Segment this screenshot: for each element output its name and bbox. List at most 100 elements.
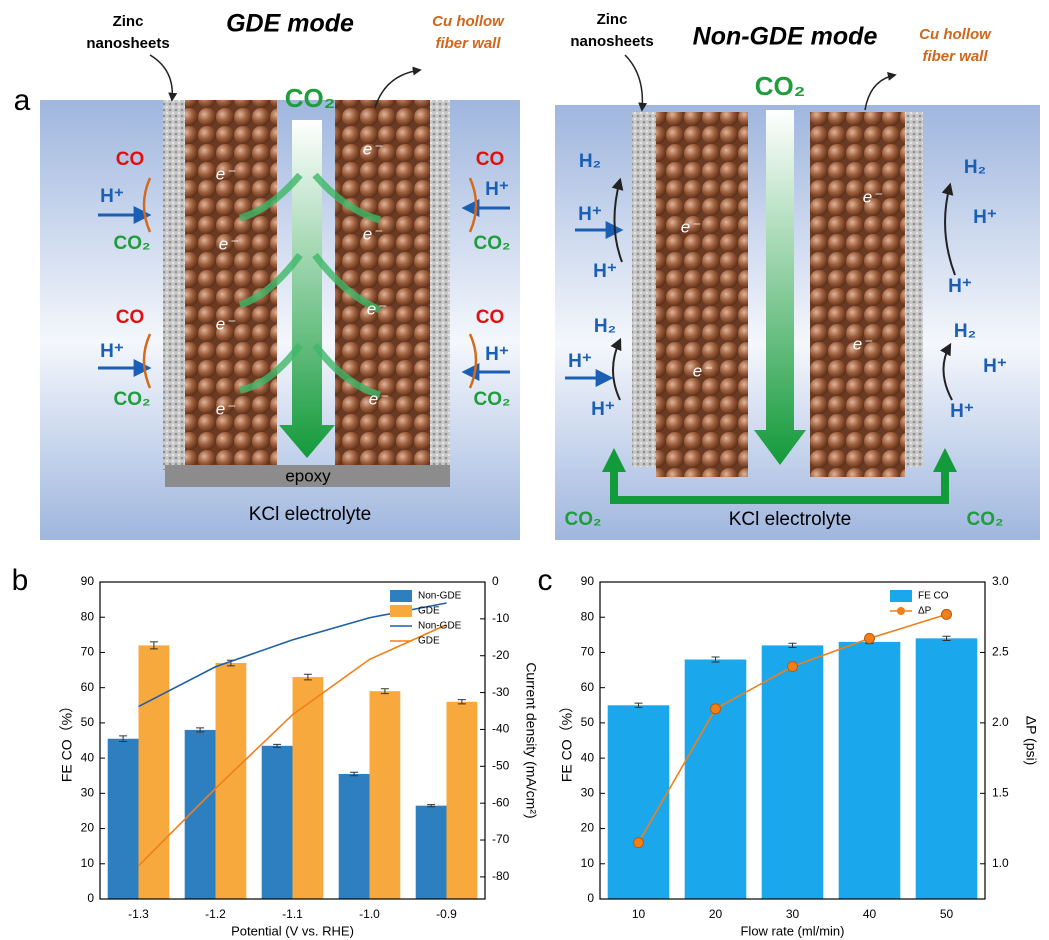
species-label: H₂ <box>594 316 616 337</box>
marker <box>634 838 644 848</box>
legend-marker <box>897 607 905 615</box>
x-tick-label: -1.3 <box>128 907 149 921</box>
y2-tick-label: 1.0 <box>992 856 1009 870</box>
electron-label: e⁻ <box>681 217 701 236</box>
species-label: CO₂ <box>565 509 602 530</box>
species-label: CO <box>116 149 145 170</box>
species-label: H⁺ <box>591 399 615 420</box>
fiber-label: Cu hollow <box>432 13 505 30</box>
y-tick-label: 90 <box>81 574 95 588</box>
marker <box>711 704 721 714</box>
x-tick-label: 50 <box>940 907 954 921</box>
species-label: H⁺ <box>950 401 974 422</box>
species-label: CO <box>116 307 145 328</box>
x-tick-label: -1.1 <box>282 907 303 921</box>
fiber-label: Cu hollow <box>919 26 992 43</box>
y-tick-label: 10 <box>581 856 595 870</box>
species-label: H⁺ <box>983 356 1007 377</box>
panel-label: b <box>12 564 29 597</box>
species-label: H⁺ <box>948 276 972 297</box>
y2-tick-label: 0 <box>492 574 499 588</box>
species-label: CO₂ <box>755 71 806 101</box>
figure: abcGDE modeZincnanosheetsCu hollowfiber … <box>0 0 1049 940</box>
bar <box>839 642 901 899</box>
y-axis-label: FE CO（%） <box>559 699 575 782</box>
cu-fiber <box>656 112 748 477</box>
bar <box>416 806 447 899</box>
species-label: H₂ <box>964 157 986 178</box>
cu-fiber <box>335 100 430 470</box>
y-tick-label: 0 <box>587 891 594 905</box>
species-label: H₂ <box>954 321 976 342</box>
mode-title: Non-GDE mode <box>693 23 878 51</box>
bar <box>216 663 247 899</box>
electron-label: e⁻ <box>863 187 883 206</box>
x-tick-label: -0.9 <box>436 907 457 921</box>
x-tick-label: 40 <box>863 907 877 921</box>
legend-swatch <box>390 590 412 602</box>
electron-label: e⁻ <box>693 361 713 380</box>
x-axis-label: Flow rate (ml/min) <box>740 923 844 938</box>
zinc-label: nanosheets <box>570 33 653 50</box>
marker <box>865 633 875 643</box>
bar <box>762 645 824 899</box>
species-label: H⁺ <box>100 186 124 207</box>
bar <box>916 638 978 899</box>
y-tick-label: 50 <box>581 715 595 729</box>
bar <box>339 774 370 899</box>
y-tick-label: 10 <box>81 856 95 870</box>
fiber-label: fiber wall <box>435 35 501 52</box>
legend-label: GDE <box>418 636 440 647</box>
electrolyte-label: KCl electrolyte <box>249 504 372 525</box>
y-tick-label: 0 <box>87 891 94 905</box>
epoxy-label: epoxy <box>285 466 331 485</box>
legend-label: GDE <box>418 606 440 617</box>
bar <box>447 702 478 899</box>
y2-tick-label: 3.0 <box>992 574 1009 588</box>
electron-label: e⁻ <box>367 299 387 318</box>
species-label: H⁺ <box>593 261 617 282</box>
x-tick-label: 30 <box>786 907 800 921</box>
fiber-label: fiber wall <box>922 48 988 65</box>
electron-label: e⁻ <box>363 224 383 243</box>
y-tick-label: 40 <box>81 750 95 764</box>
y-tick-label: 60 <box>81 680 95 694</box>
species-label: H⁺ <box>578 204 602 225</box>
species-label: CO₂ <box>285 83 336 113</box>
y2-axis-label: ΔP (psi) <box>1023 716 1039 766</box>
y-tick-label: 80 <box>581 609 595 623</box>
y-tick-label: 80 <box>81 609 95 623</box>
marker <box>788 662 798 672</box>
y-tick-label: 60 <box>581 680 595 694</box>
panel-label: c <box>538 564 553 597</box>
x-tick-label: 20 <box>709 907 723 921</box>
species-label: H⁺ <box>568 351 592 372</box>
x-tick-label: 10 <box>632 907 646 921</box>
panel-label: a <box>14 84 31 117</box>
zinc-layer <box>163 100 185 470</box>
zinc-layer <box>430 100 450 470</box>
electrolyte-label: KCl electrolyte <box>729 509 852 530</box>
y-tick-label: 40 <box>581 750 595 764</box>
species-label: H⁺ <box>100 341 124 362</box>
gde-panel <box>40 100 520 540</box>
y2-tick-label: 2.0 <box>992 715 1009 729</box>
y-axis-label: FE CO（%） <box>59 699 75 782</box>
bar <box>293 677 324 899</box>
y-tick-label: 70 <box>581 645 595 659</box>
electron-label: e⁻ <box>216 164 236 183</box>
y2-tick-label: 1.5 <box>992 786 1009 800</box>
bar <box>262 746 293 899</box>
legend-swatch <box>890 590 912 602</box>
bar <box>685 659 747 899</box>
marker <box>942 609 952 619</box>
y-tick-label: 90 <box>581 574 595 588</box>
y2-tick-label: -10 <box>492 611 510 625</box>
y2-tick-label: -80 <box>492 869 510 883</box>
x-tick-label: -1.2 <box>205 907 226 921</box>
zinc-layer <box>905 112 923 467</box>
y-tick-label: 30 <box>81 786 95 800</box>
legend-label: ΔP <box>918 606 932 617</box>
y2-axis-label: Current density (mA/cm²) <box>523 662 539 818</box>
zinc-label: Zinc <box>597 11 628 28</box>
